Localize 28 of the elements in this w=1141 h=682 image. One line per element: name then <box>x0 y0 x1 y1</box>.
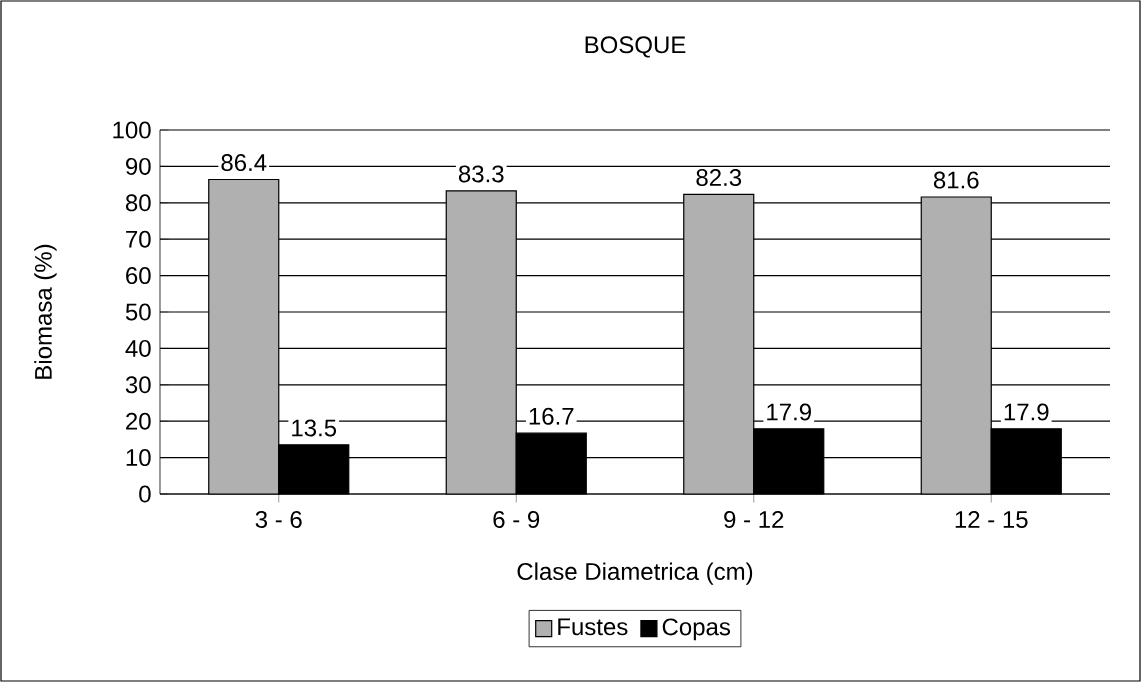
y-tick-label: 0 <box>139 485 151 503</box>
y-tick-label: 70 <box>126 230 151 248</box>
y-tick-label: 50 <box>125 303 151 321</box>
chart-title: BOSQUE <box>585 36 686 58</box>
x-tick-label: 9 - 12 <box>724 510 784 528</box>
y-tick-label: 80 <box>125 194 151 212</box>
x-axis-title: Clase Diametrica (cm) <box>517 562 753 585</box>
x-tick-label: 3 - 6 <box>255 510 302 528</box>
y-tick-label: 40 <box>125 339 151 357</box>
y-tick-label: 10 <box>126 449 151 467</box>
y-tick-label: 20 <box>126 412 151 430</box>
data-label: 16.7 <box>529 407 574 425</box>
y-tick-label: 100 <box>113 121 151 139</box>
data-label: 13.5 <box>292 419 337 437</box>
data-label: 81.6 <box>933 171 979 189</box>
data-label: 82.3 <box>696 169 742 187</box>
y-tick-label: 90 <box>126 157 151 175</box>
x-tick-label: 12 - 15 <box>955 510 1028 528</box>
data-label: 17.9 <box>767 403 811 421</box>
data-label: 17.9 <box>1004 403 1049 421</box>
y-tick-label: 60 <box>126 267 151 285</box>
x-tick-label: 6 - 9 <box>493 510 540 528</box>
y-tick-label: 30 <box>125 376 151 394</box>
legend-label: Copas <box>662 618 731 641</box>
data-label: 86.4 <box>221 154 267 172</box>
legend-label: Fustes <box>558 618 628 636</box>
data-label: 83.3 <box>458 165 504 183</box>
y-axis-title: Biomasa (%) <box>34 244 57 379</box>
